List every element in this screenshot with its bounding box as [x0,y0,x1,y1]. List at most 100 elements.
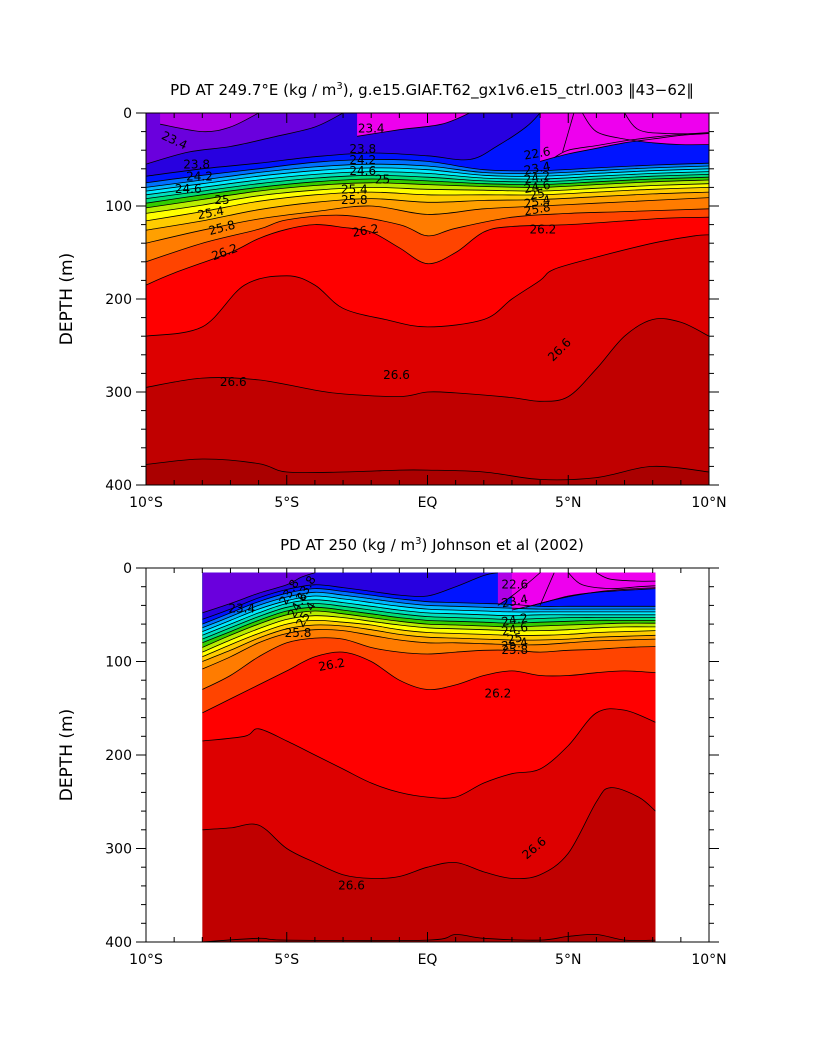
contour-label: 23.4 [228,602,255,616]
contour-line-25 [146,179,709,209]
y-tick-label: 300 [105,842,132,858]
contour-label: 25 [528,186,545,202]
x-tick-label: 10°S [129,952,163,968]
contour-label: 24.2 [349,153,376,167]
contour-line-24.4 [146,171,709,196]
contour-label: 24.6 [175,182,202,196]
y-tick-label: 400 [105,478,132,494]
contour-label: 23.4 [358,121,385,135]
y-tick-label: 200 [105,292,132,308]
contour-line-26 [146,208,709,263]
panel-observations: PD AT 250 (kg / m3) Johnson et al (2002)… [57,536,727,968]
contour-label: 25.8 [207,218,236,238]
contour-label: 25.4 [500,635,529,653]
density-band-21.8 [624,113,709,134]
contour-label: 24.2 [523,168,552,186]
y-tick-label: 100 [105,655,132,671]
x-tick-label: EQ [418,495,438,511]
contour-label: 25 [375,172,390,186]
x-tick-label: 5°S [274,495,299,511]
contour-line-25.6 [202,624,656,662]
contour-line-23.6 [146,113,541,177]
contour-label: 25.4 [341,183,368,197]
contour-label: 23.4 [500,592,529,610]
contour-label: 26.2 [530,223,557,237]
contour-line-26.6 [202,787,656,880]
contour-line-22.8 [554,132,709,158]
y-axis-label: DEPTH (m) [57,253,77,345]
plot-frame [145,567,710,943]
density-band-23.2 [160,113,259,132]
density-band-22.4 [540,572,555,606]
contour-label: 25.8 [285,626,312,640]
contour-label: 25.8 [341,193,368,207]
contour-lines [202,572,656,942]
contour-label: 26.2 [317,656,346,674]
contour-label: 26.6 [220,375,247,389]
contour-line-23.2 [160,113,259,133]
contour-label: 25 [506,630,523,646]
contour-line-23.2 [497,572,541,606]
contour-line-24.4 [202,599,656,636]
contour-line-24.6 [146,174,709,199]
contour-line-25.2 [202,615,656,653]
contour-line-26.4 [146,234,709,337]
contour-line-26.6 [146,318,709,402]
panel-title: PD AT 250 (kg / m3) Johnson et al (2002) [280,536,584,554]
axis-ticks: 10°S 5°S EQ 5°N 10°N 0 100 200 300 400 [105,561,726,968]
contour-line-23.8 [202,588,656,625]
y-tick-label: 400 [105,935,132,951]
contour-line-24 [202,591,656,629]
contour-label: 24.6 [523,178,552,196]
x-tick-label: 5°S [274,952,299,968]
contour-line-26.4 [202,708,656,799]
axis-ticks: 10°S 5°S EQ 5°N 10°N 0 100 200 300 400 [105,106,726,511]
contour-line-24 [146,163,709,188]
panel-title: PD AT 249.7°E (kg / m3), g.e15.GIAF.T62_… [170,81,694,100]
contour-line-21.8 [624,113,709,135]
contour-label: 26.6 [338,878,365,892]
contour-line-23.4 [357,113,470,137]
contour-label: 25.8 [501,643,528,657]
contour-line-23.4 [146,113,344,165]
y-tick-label: 0 [123,106,132,122]
contour-line-25.4 [146,187,709,222]
contour-line-22 [568,572,656,590]
contour-label: 25.8 [523,200,552,218]
contour-label: 24.6 [349,164,376,178]
contour-line-26.2 [202,651,656,714]
density-band-23.4 [357,113,470,137]
y-axis-label: DEPTH (m) [57,709,77,801]
contour-line-24.6 [202,603,656,640]
x-tick-label: 10°N [691,952,726,968]
contour-label: 22.6 [523,144,552,162]
contour-label: 26.6 [383,368,410,382]
contour-line-22.8 [525,587,656,608]
contour-line-26.8 [146,458,709,481]
contour-label: 24.2 [500,611,529,629]
contour-line-22.2 [581,113,709,146]
y-tick-label: 100 [105,199,132,215]
contour-line-23.8 [146,159,709,184]
contour-line-23.6 [202,572,498,620]
contour-fills [202,572,656,942]
contour-label: 24.6 [500,620,529,638]
contour-line-25.6 [146,191,709,231]
contour-line-24.2 [146,167,709,192]
contour-line-26.8 [202,933,656,942]
x-tick-label: 10°N [691,495,726,511]
contour-line-25.8 [146,197,709,244]
x-tick-label: 5°N [555,952,581,968]
contour-line-26.2 [146,216,709,286]
x-tick-label: EQ [418,952,438,968]
contour-label: 25 [214,193,229,207]
contour-line-25 [202,610,656,648]
contour-line-23.4 [202,572,316,614]
contour-label: 23.8 [183,158,210,172]
contour-line-26 [202,637,656,690]
y-tick-label: 200 [105,748,132,764]
x-tick-label: 10°S [129,495,163,511]
contour-label: 23.8 [349,142,376,156]
contour-line-25.2 [146,183,709,214]
